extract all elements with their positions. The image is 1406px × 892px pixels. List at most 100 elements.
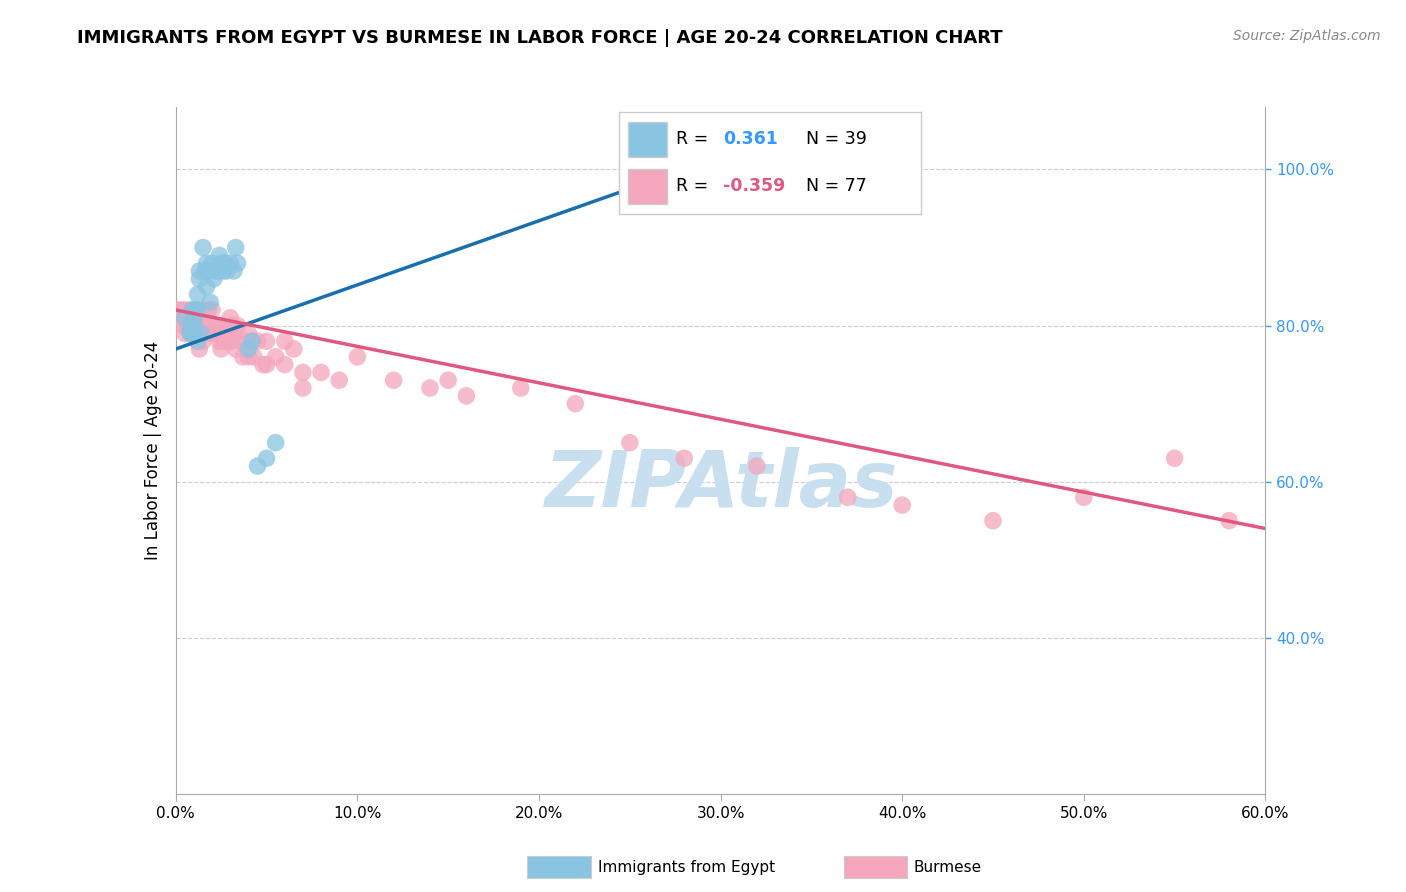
Text: Immigrants from Egypt: Immigrants from Egypt: [598, 860, 775, 874]
Point: [222, 264, 245, 278]
Point: [173, 303, 195, 318]
Point: [619, 435, 641, 450]
Text: 0.361: 0.361: [723, 130, 778, 148]
Point: [186, 310, 209, 325]
Point: [209, 318, 232, 333]
Point: [238, 350, 260, 364]
Point: [204, 264, 226, 278]
Point: [1218, 514, 1240, 528]
Point: [183, 326, 205, 341]
Point: [456, 389, 478, 403]
Point: [190, 326, 212, 341]
Point: [328, 373, 350, 387]
Point: [564, 397, 586, 411]
Point: [186, 334, 209, 348]
Point: [201, 326, 224, 341]
Point: [188, 271, 211, 285]
Point: [191, 303, 214, 318]
Point: [200, 295, 222, 310]
Point: [181, 326, 204, 341]
Point: [246, 459, 269, 474]
Point: [179, 326, 201, 341]
Point: [209, 342, 232, 356]
Point: [183, 326, 205, 341]
Point: [243, 350, 266, 364]
Point: [309, 366, 332, 380]
Text: -0.359: -0.359: [723, 178, 785, 195]
Point: [221, 318, 243, 333]
Point: [188, 342, 211, 356]
Point: [181, 310, 204, 325]
Point: [1073, 491, 1095, 505]
Point: [191, 240, 214, 255]
Point: [191, 334, 214, 348]
Point: [190, 318, 212, 333]
Point: [215, 326, 238, 341]
Point: [207, 264, 229, 278]
Point: [233, 334, 256, 348]
Point: [202, 271, 225, 285]
Point: [169, 310, 191, 325]
Point: [181, 303, 204, 318]
Point: [291, 381, 314, 395]
Point: [238, 342, 260, 356]
Bar: [627, 169, 666, 204]
Point: [274, 358, 297, 372]
Point: [264, 435, 287, 450]
Point: [225, 342, 247, 356]
Point: [222, 326, 245, 341]
Point: [256, 334, 278, 348]
Point: [183, 303, 205, 318]
Point: [179, 322, 201, 336]
Point: [437, 373, 460, 387]
Point: [176, 310, 198, 325]
Text: Burmese: Burmese: [914, 860, 981, 874]
Point: [212, 326, 235, 341]
Point: [219, 310, 242, 325]
Y-axis label: In Labor Force | Age 20-24: In Labor Force | Age 20-24: [143, 341, 162, 560]
Point: [246, 334, 269, 348]
Text: ZIPAtlas: ZIPAtlas: [544, 447, 897, 523]
Point: [208, 248, 231, 262]
Point: [274, 334, 297, 348]
Point: [197, 264, 219, 278]
Point: [214, 334, 236, 348]
Text: Source: ZipAtlas.com: Source: ZipAtlas.com: [1233, 29, 1381, 43]
Point: [195, 326, 218, 341]
Text: N = 39: N = 39: [806, 130, 868, 148]
Point: [204, 326, 226, 341]
Point: [177, 318, 200, 333]
Point: [509, 381, 531, 395]
Point: [291, 366, 314, 380]
Point: [226, 256, 249, 270]
Point: [186, 303, 209, 318]
Point: [188, 326, 211, 341]
Point: [184, 318, 207, 333]
Point: [745, 459, 768, 474]
Point: [225, 240, 247, 255]
Text: R =: R =: [676, 130, 714, 148]
Point: [166, 303, 188, 318]
Bar: [627, 122, 666, 157]
Point: [240, 334, 263, 348]
Point: [240, 334, 263, 348]
Point: [202, 318, 225, 333]
Point: [238, 326, 260, 341]
Point: [419, 381, 441, 395]
Point: [200, 326, 222, 341]
Point: [981, 514, 1004, 528]
Point: [183, 315, 205, 329]
Point: [201, 303, 224, 318]
Point: [226, 318, 249, 333]
Point: [264, 350, 287, 364]
Point: [382, 373, 405, 387]
Point: [170, 303, 193, 318]
Point: [228, 334, 250, 348]
Point: [173, 326, 195, 341]
Point: [197, 303, 219, 318]
Point: [1163, 451, 1185, 466]
Point: [179, 326, 201, 341]
Point: [219, 334, 242, 348]
Point: [219, 256, 242, 270]
Point: [188, 264, 211, 278]
